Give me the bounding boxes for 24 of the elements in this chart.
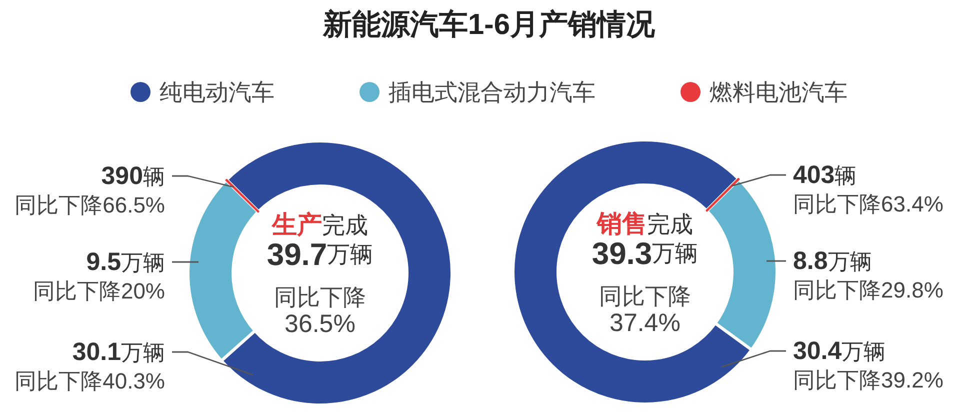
center-text: 39.7万辆: [266, 236, 374, 272]
data-label: 30.4万辆: [793, 337, 886, 365]
center-text: 36.5%: [284, 310, 356, 338]
center-text: 同比下降: [599, 283, 691, 309]
annotation: 同比下降39.2%: [793, 368, 944, 392]
legend-label: 纯电动汽车: [160, 79, 274, 105]
center-text: 同比下降: [274, 284, 366, 310]
center-text: 生产完成: [272, 211, 368, 239]
annotation: 同比下降29.8%: [793, 278, 944, 302]
legend-label: 燃料电池汽车: [710, 79, 848, 105]
title: 新能源汽车1-6月产销情况: [323, 9, 655, 41]
annotation: 403辆: [793, 161, 857, 189]
center-text: 37.4%: [610, 309, 680, 337]
center-text: 销售完成: [597, 210, 693, 238]
legend-label: 插电式混合动力汽车: [388, 79, 596, 105]
annotation: 同比下降20%: [32, 278, 165, 304]
center-text: 39.3万辆: [592, 236, 698, 270]
annotation: 同比下降66.5%: [14, 192, 165, 218]
annotation: 同比下降63.4%: [793, 192, 944, 216]
data-label: 8.8万辆: [793, 247, 872, 275]
annotation: 390辆: [101, 162, 165, 190]
data-label: 30.1万辆: [72, 338, 165, 366]
data-label: 9.5万辆: [86, 248, 165, 276]
annotation: 同比下降40.3%: [14, 368, 165, 394]
